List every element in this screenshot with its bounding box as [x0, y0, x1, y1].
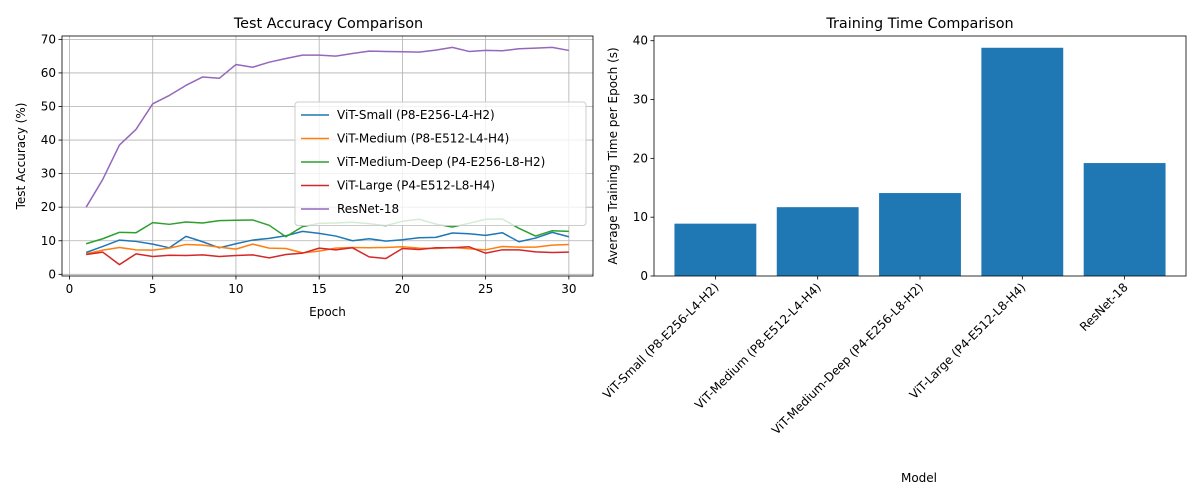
x-tick-label: 30	[561, 282, 576, 296]
legend-label-0: ViT-Small (P8-E256-L4-H2)	[337, 108, 495, 122]
y-tick-label: 60	[41, 66, 56, 80]
training-time-chart-title: Training Time Comparison	[825, 16, 1013, 32]
x-tick-label: 25	[478, 282, 493, 296]
bar-4	[1083, 163, 1166, 276]
y-tick-label: 0	[48, 267, 56, 281]
accuracy-y-axis-label: Test Accuracy (%)	[14, 103, 28, 211]
training-time-bars	[674, 47, 1166, 276]
y-tick-label: 0	[640, 269, 648, 283]
x-tick-label: 20	[395, 282, 410, 296]
y-tick-label: 10	[41, 234, 56, 248]
y-tick-label: 50	[41, 99, 56, 113]
series-line-4	[85, 46, 569, 208]
legend-label-1: ViT-Medium (P8-E512-L4-H4)	[337, 132, 509, 146]
accuracy-line-chart: Test Accuracy Comparison 0 5 10 15 20 25 30 0 10…	[14, 16, 594, 319]
accuracy-series-lines	[85, 46, 570, 266]
series-line-3	[86, 246, 569, 266]
y-tick-label: 40	[41, 133, 56, 147]
y-tick-label: 10	[633, 210, 648, 224]
y-tick-label: 30	[41, 167, 56, 181]
y-tick-label: 20	[633, 151, 648, 165]
bar-1	[776, 207, 859, 276]
accuracy-legend: ViT-Small (P8-E256-L4-H2) ViT-Medium (P8-…	[294, 101, 587, 226]
y-tick-label: 40	[633, 34, 648, 48]
x-tick-label: 5	[149, 282, 157, 296]
accuracy-axes-frame	[61, 35, 594, 277]
bar-0	[674, 223, 757, 276]
bar-2	[879, 193, 961, 276]
training-time-y-axis-label: Average Training Time per Epoch (s)	[606, 47, 620, 264]
legend-label-4: ResNet-18	[337, 202, 399, 216]
legend-label-3: ViT-Large (P4-E512-L8-H4)	[337, 179, 495, 193]
accuracy-chart-title: Test Accuracy Comparison	[233, 16, 423, 32]
x-tick-label: 0	[66, 282, 74, 296]
y-tick-label: 30	[633, 93, 648, 107]
training-time-x-axis-label: Model	[901, 471, 937, 485]
x-tick-label: 15	[312, 282, 327, 296]
legend-box	[294, 101, 587, 226]
series-line-0	[85, 230, 570, 254]
bar-3	[981, 47, 1064, 276]
training-time-axes-frame	[653, 35, 1187, 277]
accuracy-axis-ticks: 0 5 10 15 20 25 30 0 10 20 30 40 50 60 70	[41, 32, 577, 296]
x-tick-label: 10	[228, 282, 243, 296]
legend-label-2: ViT-Medium-Deep (P4-E256-L8-H2)	[337, 155, 545, 169]
y-tick-label: 70	[41, 32, 56, 46]
y-tick-label: 20	[41, 200, 56, 214]
accuracy-x-axis-label: Epoch	[309, 305, 346, 319]
